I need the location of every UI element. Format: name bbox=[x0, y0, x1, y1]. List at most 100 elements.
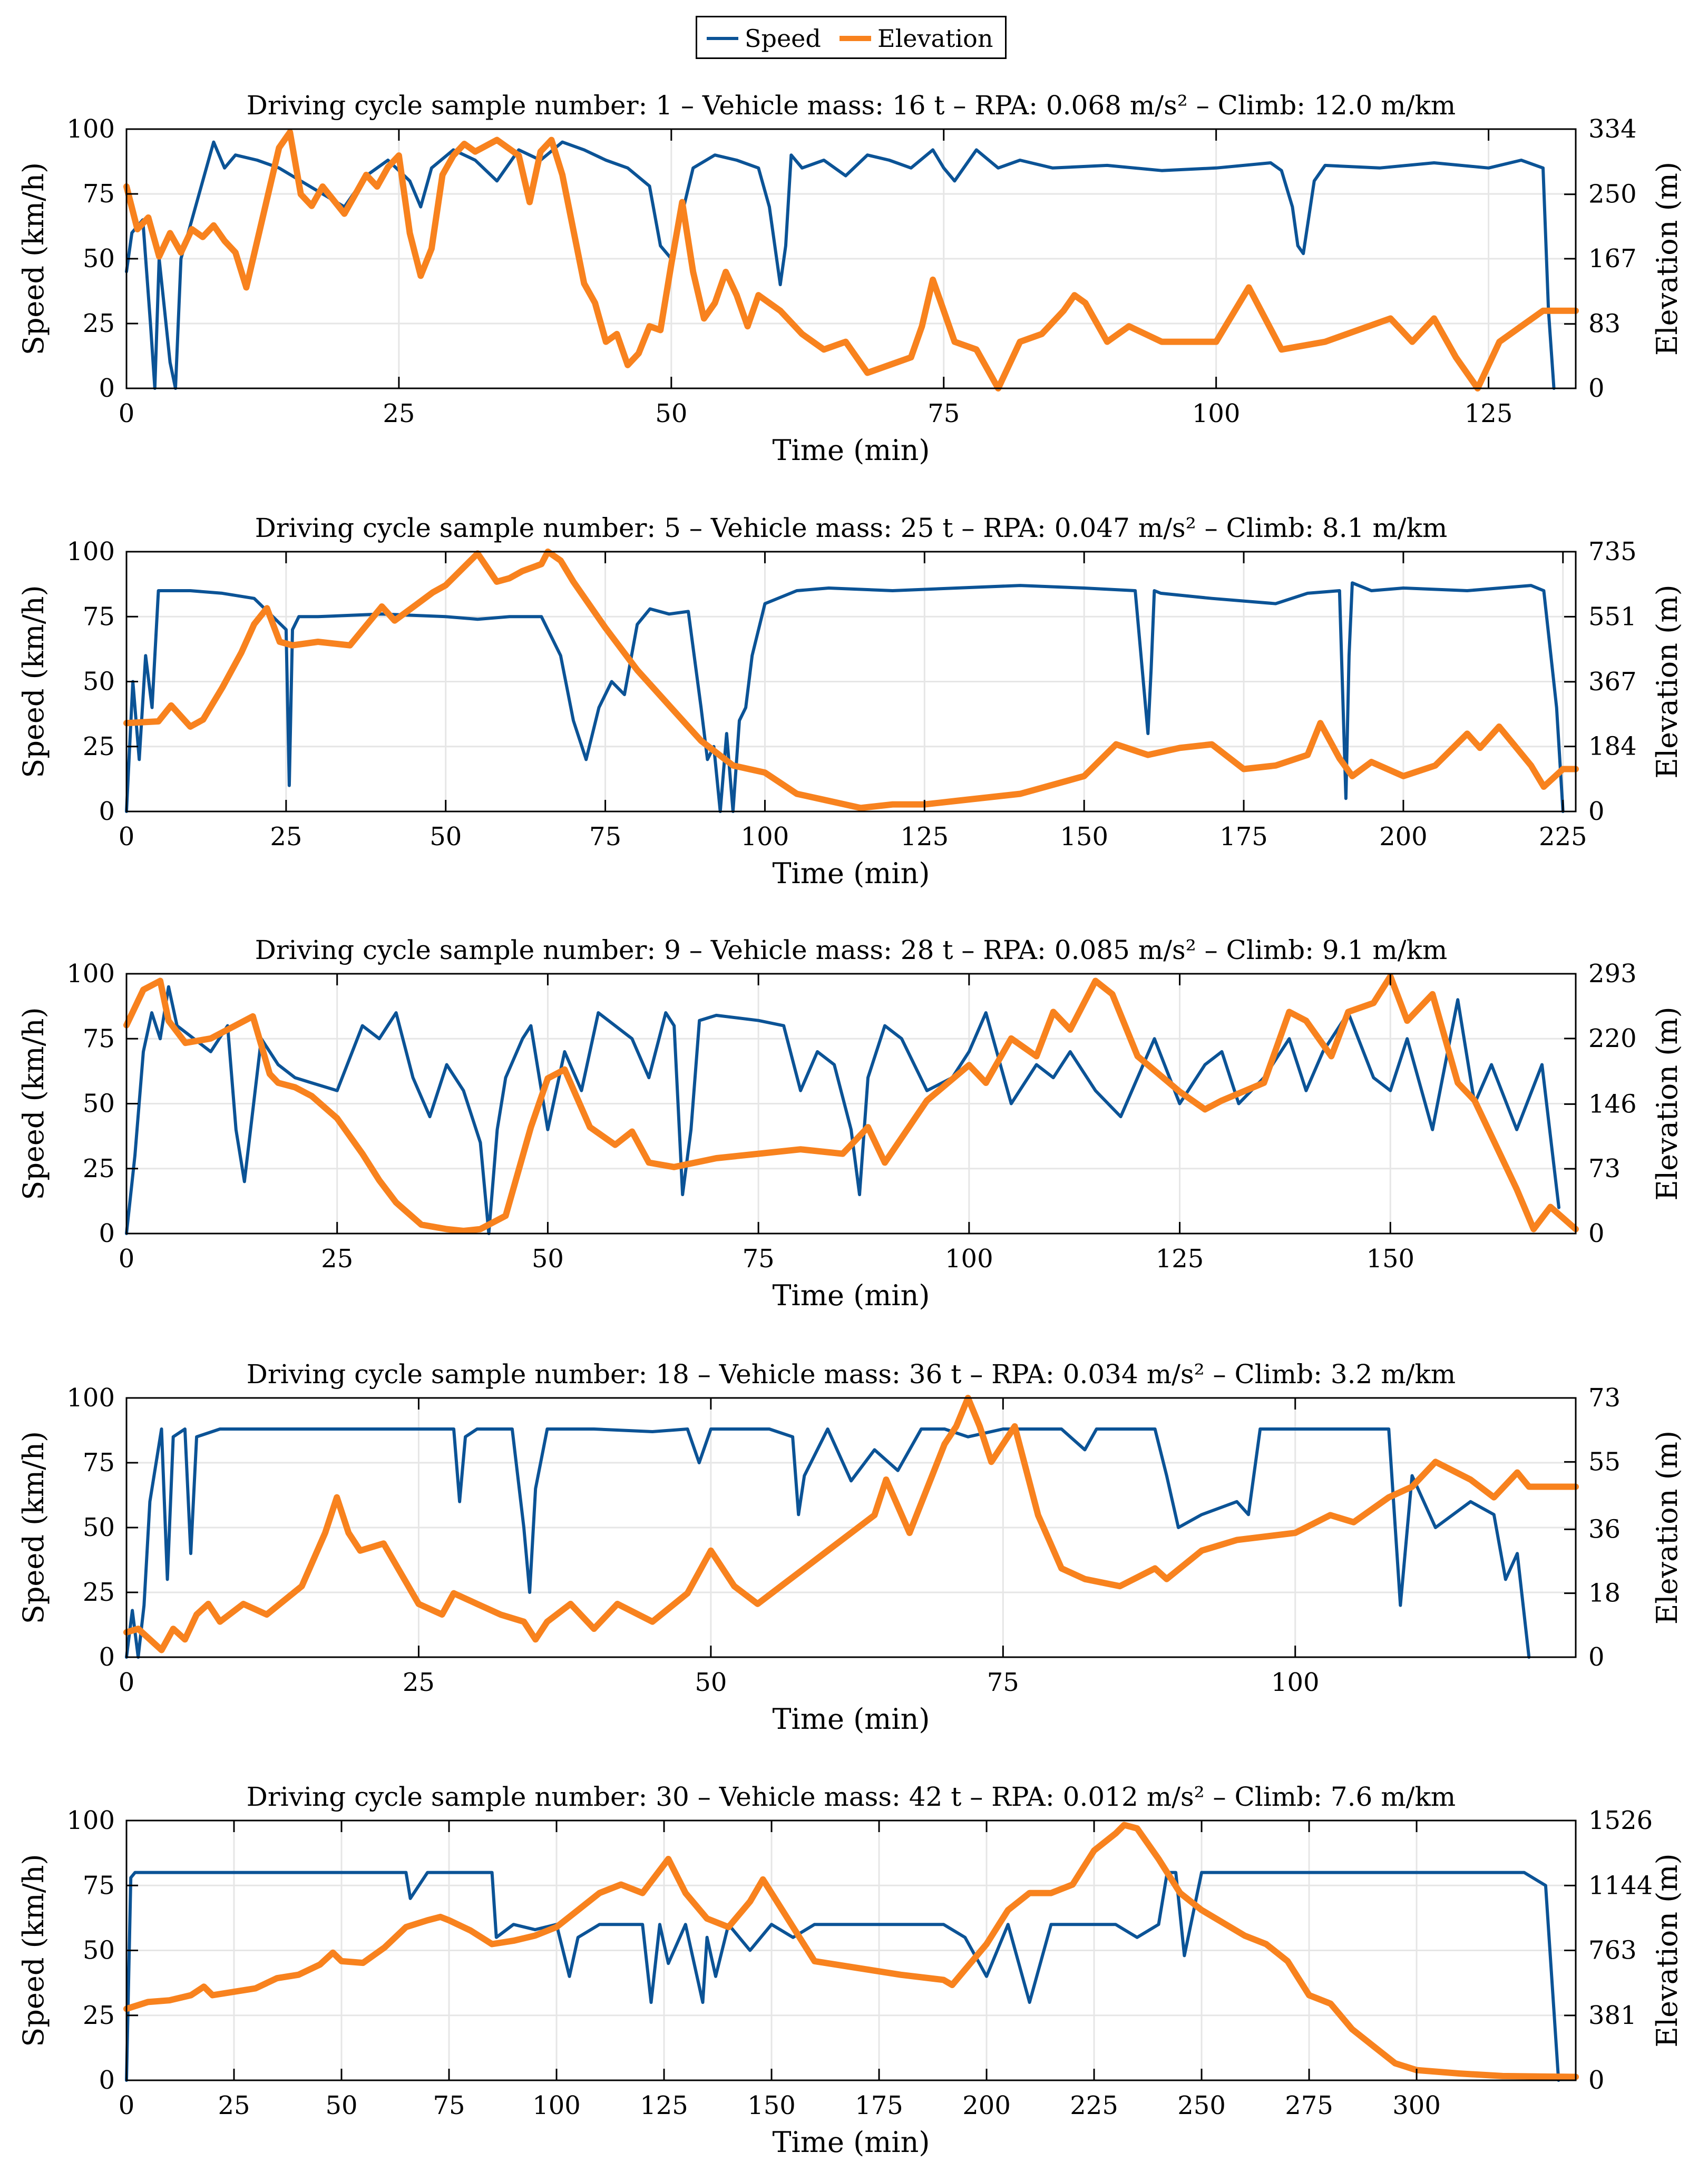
elevation-series-line bbox=[123, 1395, 1579, 1653]
x-tick-label: 150 bbox=[1366, 1244, 1414, 1274]
y2-tick-label: 0 bbox=[1588, 1642, 1605, 1672]
x-tick-label: 250 bbox=[1177, 2091, 1226, 2120]
y2-axis-label: Elevation (m) bbox=[1651, 584, 1684, 778]
y-tick-label: 0 bbox=[99, 1642, 115, 1672]
x-tick-label: 100 bbox=[1271, 1668, 1320, 1697]
y2-tick-label: 250 bbox=[1588, 180, 1637, 209]
x-tick-label: 75 bbox=[589, 822, 621, 852]
x-tick-label: 75 bbox=[743, 1244, 775, 1274]
chart-panel-5: 0 25 50 75 100 125 150 175 200 225 250 275 300 0 25 50 7… bbox=[17, 1782, 1684, 2159]
x-tick-label: 125 bbox=[640, 2091, 688, 2120]
y2-tick-label: 0 bbox=[1588, 374, 1605, 403]
y-tick-label: 25 bbox=[83, 2001, 115, 2030]
chart-title: Driving cycle sample number: 18 – Vehicl… bbox=[247, 1359, 1456, 1390]
x-tick-label: 75 bbox=[433, 2091, 465, 2120]
y2-axis-label: Elevation (m) bbox=[1651, 162, 1684, 356]
chart-title: Driving cycle sample number: 30 – Vehicl… bbox=[247, 1782, 1456, 1812]
y-tick-label: 25 bbox=[83, 309, 115, 338]
y2-tick-label: 334 bbox=[1588, 114, 1637, 144]
y2-tick-label: 381 bbox=[1588, 2001, 1637, 2030]
y2-tick-label: 73 bbox=[1588, 1154, 1621, 1183]
x-tick-label: 25 bbox=[383, 399, 415, 428]
chart-panel-4: 0 25 50 75 100 0 25 50 75 100 0 18 36 55 73 Driving cyc… bbox=[17, 1359, 1684, 1736]
x-axis-label: Time (min) bbox=[772, 2126, 930, 2159]
y-tick-label: 50 bbox=[83, 244, 115, 273]
speed-series-line bbox=[125, 1871, 1560, 2082]
y2-axis-label: Elevation (m) bbox=[1651, 1853, 1684, 2047]
x-tick-label: 50 bbox=[430, 822, 462, 852]
x-tick-label: 175 bbox=[1219, 822, 1268, 852]
x-tick-label: 100 bbox=[945, 1244, 993, 1274]
y2-tick-label: 220 bbox=[1588, 1024, 1637, 1053]
y-tick-label: 75 bbox=[83, 1448, 115, 1478]
y-tick-label: 100 bbox=[66, 1383, 115, 1413]
speed-series-line bbox=[125, 1427, 1531, 1659]
x-tick-label: 225 bbox=[1539, 822, 1587, 852]
y-tick-label: 100 bbox=[66, 114, 115, 144]
y-tick-label: 100 bbox=[66, 537, 115, 566]
x-tick-label: 50 bbox=[695, 1668, 727, 1697]
y2-tick-label: 55 bbox=[1588, 1447, 1621, 1476]
x-tick-label: 75 bbox=[987, 1668, 1019, 1697]
x-tick-label: 25 bbox=[270, 822, 302, 852]
x-tick-label: 0 bbox=[119, 1668, 135, 1697]
y2-tick-label: 1144 bbox=[1588, 1871, 1653, 1900]
y-tick-label: 50 bbox=[83, 1089, 115, 1119]
y-tick-label: 100 bbox=[66, 959, 115, 989]
y-axis-label: Speed (km/h) bbox=[17, 585, 50, 778]
x-tick-label: 125 bbox=[1465, 399, 1513, 428]
y-tick-label: 25 bbox=[83, 732, 115, 761]
y-axis-label: Speed (km/h) bbox=[17, 1854, 50, 2047]
chart-panel-2: 0 25 50 75 100 125 150 175 200 225025507510001843… bbox=[17, 513, 1684, 890]
y2-tick-label: 146 bbox=[1588, 1089, 1637, 1119]
y2-tick-label: 36 bbox=[1588, 1514, 1621, 1544]
x-tick-label: 150 bbox=[1060, 822, 1108, 852]
x-tick-label: 0 bbox=[119, 822, 135, 852]
y2-tick-label: 735 bbox=[1588, 537, 1637, 566]
elevation-series-line bbox=[123, 129, 1579, 392]
y-tick-label: 75 bbox=[83, 1871, 115, 1900]
x-tick-label: 100 bbox=[741, 822, 789, 852]
x-axis-label: Time (min) bbox=[772, 434, 930, 467]
y2-tick-label: 551 bbox=[1588, 602, 1637, 631]
y-tick-label: 50 bbox=[83, 667, 115, 697]
x-tick-label: 150 bbox=[747, 2091, 796, 2120]
x-tick-label: 50 bbox=[325, 2091, 357, 2120]
y2-tick-label: 167 bbox=[1588, 244, 1637, 273]
y-axis-label: Speed (km/h) bbox=[17, 1007, 50, 1200]
y2-axis-label: Elevation (m) bbox=[1651, 1006, 1684, 1200]
y2-tick-label: 0 bbox=[1588, 2066, 1605, 2095]
legend-item-speed: Speed bbox=[707, 24, 821, 53]
x-tick-label: 125 bbox=[901, 822, 949, 852]
chart-panel-1: 0 25 50 75 100 125 0 25 50 75 100 0 83 167 250 334 Drivi… bbox=[17, 90, 1684, 467]
y2-tick-label: 293 bbox=[1588, 959, 1637, 989]
y-tick-label: 75 bbox=[83, 179, 115, 209]
x-tick-label: 100 bbox=[532, 2091, 581, 2120]
y-tick-label: 0 bbox=[99, 797, 115, 826]
x-tick-label: 25 bbox=[218, 2091, 250, 2120]
elevation-series-line bbox=[123, 549, 1579, 811]
y2-tick-label: 83 bbox=[1588, 309, 1621, 339]
y2-tick-label: 1526 bbox=[1588, 1806, 1653, 1835]
legend-item-elevation: Elevation bbox=[840, 24, 993, 53]
y2-tick-label: 763 bbox=[1588, 1936, 1637, 1965]
x-tick-label: 175 bbox=[855, 2091, 903, 2120]
y-tick-label: 50 bbox=[83, 1936, 115, 1965]
y-tick-label: 100 bbox=[66, 1806, 115, 1835]
elevation-series-line bbox=[123, 973, 1579, 1234]
x-tick-label: 225 bbox=[1070, 2091, 1118, 2120]
x-tick-label: 0 bbox=[119, 1244, 135, 1274]
chart-title: Driving cycle sample number: 5 – Vehicle… bbox=[255, 513, 1448, 543]
y-tick-label: 75 bbox=[83, 602, 115, 631]
legend-box: Speed Elevation bbox=[696, 16, 1007, 59]
y-tick-label: 75 bbox=[83, 1024, 115, 1053]
y2-tick-label: 184 bbox=[1588, 732, 1637, 761]
legend-elevation-swatch bbox=[840, 36, 871, 41]
y2-tick-label: 0 bbox=[1588, 1219, 1605, 1248]
speed-series-line bbox=[125, 140, 1556, 390]
y-tick-label: 0 bbox=[99, 2066, 115, 2095]
x-tick-label: 300 bbox=[1392, 2091, 1441, 2120]
y-axis-label: Speed (km/h) bbox=[17, 1431, 50, 1624]
x-axis-label: Time (min) bbox=[772, 857, 930, 890]
